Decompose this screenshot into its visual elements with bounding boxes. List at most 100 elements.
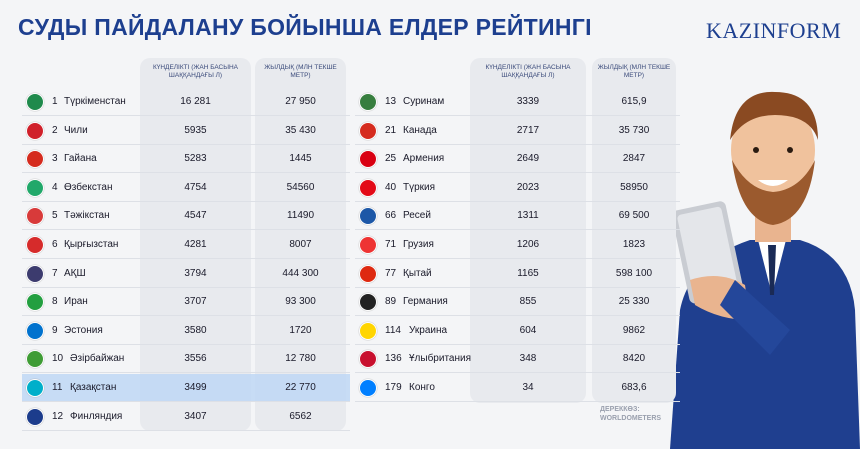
daily-value: 5283 <box>184 153 207 165</box>
annual-value: 35 430 <box>285 124 316 136</box>
table-row: 25 Армения 2649 2847 <box>355 145 680 174</box>
rank: 5 <box>52 210 58 222</box>
table-row: 10 Әзірбайжан 3556 12 780 <box>22 345 350 374</box>
rank: 136 <box>385 353 402 365</box>
annual-value: 444 300 <box>282 267 319 279</box>
logo: KAZINFORM <box>706 18 842 43</box>
illustration <box>670 91 860 449</box>
country: Канада <box>403 124 437 136</box>
daily-value: 5935 <box>184 124 207 136</box>
flag <box>359 178 377 197</box>
flag <box>26 207 44 226</box>
table-row: 179 Конго 34 683,6 <box>355 374 680 402</box>
flag <box>359 121 377 140</box>
flag <box>359 264 377 283</box>
daily-value: 3580 <box>184 324 207 336</box>
annual-value: 27 950 <box>285 96 316 107</box>
flag <box>26 178 44 197</box>
annual-value: 2847 <box>622 153 646 165</box>
flag <box>26 150 44 169</box>
country: Чили <box>64 124 88 136</box>
table-row: 3 Гайана 5283 1445 <box>22 145 350 174</box>
rank: 8 <box>52 296 58 308</box>
flag <box>359 93 377 111</box>
table-row: 8 Иран 3707 93 300 <box>22 288 350 317</box>
rank: 3 <box>52 153 58 165</box>
table-row: 6 Қырғызстан 4281 8007 <box>22 231 350 259</box>
annual-value: 58950 <box>620 181 648 193</box>
daily-value: 34 <box>522 382 534 393</box>
daily-value: 1206 <box>516 239 540 250</box>
table-row: 66 Ресей 1311 69 500 <box>355 202 680 231</box>
daily-value: 3707 <box>184 296 207 308</box>
annual-value: 12 780 <box>285 353 316 365</box>
column-header: ЖЫЛДЫҚ (МЛН ТЕКШЕ МЕТР) <box>597 64 671 79</box>
table-row: 40 Түркия 2023 58950 <box>355 174 680 202</box>
table-row: 2 Чили 5935 35 430 <box>22 117 350 145</box>
country: Қытай <box>403 267 432 279</box>
daily-value: 3499 <box>184 382 207 393</box>
table-row: 5 Тәжікстан 4547 11490 <box>22 202 350 231</box>
annual-value: 69 500 <box>618 210 650 222</box>
daily-value: 4547 <box>184 210 207 222</box>
rank: 77 <box>385 267 397 279</box>
table-row: 114 Украина 604 9862 <box>355 317 680 345</box>
rank: 89 <box>385 296 397 308</box>
rank: 2 <box>52 124 58 136</box>
country: Германия <box>403 296 448 308</box>
table-row: 12 Финляндия 3407 6562 <box>22 403 350 431</box>
flag <box>26 350 44 369</box>
annual-value: 6562 <box>289 410 312 422</box>
annual-value: 11490 <box>286 210 315 222</box>
rank: 179 <box>385 382 402 393</box>
country: Гайана <box>64 153 97 165</box>
country: Армения <box>403 153 445 165</box>
daily-value: 348 <box>519 353 537 365</box>
table-row: 89 Германия 855 25 330 <box>355 288 680 317</box>
country: Түркия <box>403 181 436 193</box>
rank: 11 <box>52 382 63 393</box>
rank: 9 <box>52 324 58 336</box>
table-row: 77 Қытай 1165 598 100 <box>355 260 680 288</box>
rank: 13 <box>385 96 397 107</box>
annual-value: 1720 <box>289 324 312 336</box>
daily-value: 1165 <box>517 267 539 279</box>
column-header: ЖЫЛДЫҚ (МЛН ТЕКШЕ МЕТР) <box>264 64 337 79</box>
country: Қазақстан <box>70 382 117 393</box>
title: СУДЫ ПАЙДАЛАНУ БОЙЫНША ЕЛДЕР РЕЙТИНГІ <box>18 14 592 40</box>
rank: 66 <box>385 210 397 222</box>
column-header: КҮНДЕЛІКТІ (ЖАН БАСЫНА ШАҚҚАНДАҒЫ Л) <box>485 64 571 79</box>
flag <box>359 293 377 312</box>
flag <box>359 236 377 254</box>
flag <box>26 264 44 283</box>
rank: 1 <box>52 96 58 107</box>
country: Ресей <box>403 210 431 222</box>
daily-value: 855 <box>519 296 537 308</box>
country: Түркіменстан <box>64 96 126 107</box>
source: ДЕРЕККӨЗ: WORLDOMETERS <box>600 406 662 422</box>
daily-value: 16 281 <box>180 96 211 107</box>
daily-value: 2717 <box>516 124 540 136</box>
country: Финляндия <box>70 410 123 422</box>
flag <box>359 379 377 397</box>
flag <box>359 321 377 340</box>
annual-value: 9862 <box>622 324 646 336</box>
annual-value: 683,6 <box>621 382 647 393</box>
country: Украина <box>409 324 448 336</box>
rank: 71 <box>385 239 397 250</box>
table-row: 13 Суринам 3339 615,9 <box>355 88 680 116</box>
annual-value: 25 330 <box>618 296 650 308</box>
rank: 25 <box>385 153 397 165</box>
rank: 7 <box>52 267 58 279</box>
daily-value: 3794 <box>184 267 207 279</box>
flag <box>359 350 377 369</box>
annual-value: 22 770 <box>285 382 316 393</box>
flag <box>26 93 44 111</box>
column-bg <box>255 58 346 432</box>
rank: 6 <box>52 239 58 250</box>
annual-value: 93 300 <box>285 296 316 308</box>
table-row: 1 Түркіменстан 16 281 27 950 <box>22 88 350 116</box>
flag <box>26 236 44 254</box>
country: Иран <box>64 296 88 308</box>
